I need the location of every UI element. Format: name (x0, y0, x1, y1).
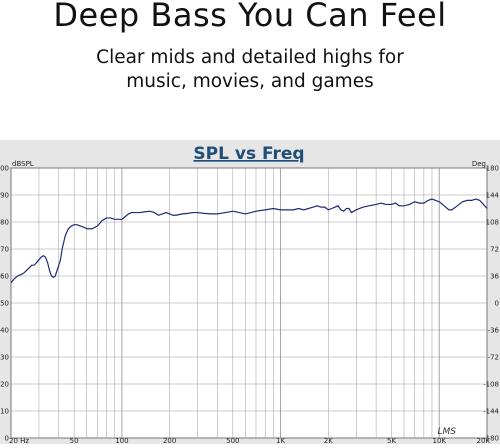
x-tick-label: 500 (226, 437, 239, 444)
y2-tick-label: -72 (488, 354, 499, 362)
x-tick-label: 50 (70, 437, 79, 444)
y-tick-label: 30 (0, 354, 9, 362)
y2-tick-label: -144 (483, 408, 499, 416)
headline: Deep Bass You Can Feel (53, 0, 447, 34)
y-tick-label: 90 (0, 192, 9, 200)
x-tick-label: 5K (387, 437, 396, 444)
y2-tick-label: 0 (495, 300, 499, 308)
y2-tick-label: 36 (490, 273, 499, 281)
y2-tick-label: 180 (486, 165, 499, 173)
y-tick-label: 80 (0, 219, 9, 227)
x-tick-label: 20 Hz (9, 437, 29, 444)
chart-title: SPL vs Freq (193, 144, 304, 164)
lms-watermark: LMS (438, 427, 457, 437)
x-tick-label: 1K (276, 437, 285, 444)
spl-curve (10, 198, 488, 284)
grid-lines (10, 167, 488, 439)
spl-chart-svg: SPL vs Freq dBSPL Deg 0 10 20 30 40 50 60 70 80 9… (0, 140, 500, 445)
y2-tick-label: -180 (483, 435, 499, 443)
x-tick-label: 200 (163, 437, 176, 444)
y2-axis-label: Deg (472, 160, 486, 168)
x-tick-label: 100 (115, 437, 128, 444)
y-tick-label: 70 (0, 246, 9, 254)
subheadline-line-2: music, movies, and games (126, 71, 374, 92)
y-tick-labels: 0 10 20 30 40 50 60 70 80 90 100 (0, 165, 9, 443)
y-tick-label: 10 (0, 408, 9, 416)
x-tick-label: 2K (324, 437, 333, 444)
y-tick-label: 20 (0, 381, 9, 389)
y2-tick-label: -36 (488, 327, 500, 335)
y-tick-label: 100 (0, 165, 9, 173)
y2-tick-labels: -180 -144 -108 -72 -36 0 36 72 108 144 180 (483, 165, 499, 443)
x-tick-label: 20K (477, 437, 491, 444)
y2-tick-label: 144 (486, 192, 500, 200)
y-tick-label: 50 (0, 300, 9, 308)
y2-tick-label: 72 (490, 246, 499, 254)
y-tick-label: 40 (0, 327, 9, 335)
y-tick-label: 60 (0, 273, 9, 281)
chart-title-group: SPL vs Freq (193, 144, 304, 164)
y-axis-label: dBSPL (12, 160, 34, 168)
y-tick-label: 0 (5, 435, 9, 443)
spl-chart: SPL vs Freq dBSPL Deg 0 10 20 30 40 50 60 70 80 9… (0, 140, 500, 445)
y2-tick-label: 108 (486, 219, 499, 227)
subheadline: Clear mids and detailed highs for music,… (0, 46, 500, 94)
y2-tick-label: -108 (483, 381, 499, 389)
subheadline-line-1: Clear mids and detailed highs for (96, 47, 404, 68)
x-tick-labels: 20 Hz 50 100 200 500 1K 2K 5K 10K 20K (9, 437, 491, 445)
x-tick-label: 10K (432, 437, 446, 444)
